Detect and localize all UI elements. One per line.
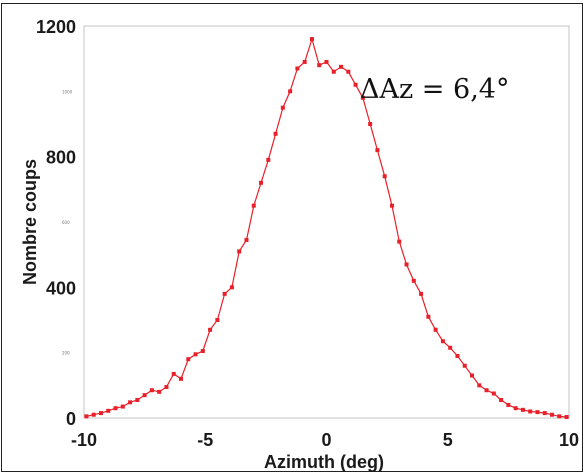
data-point (84, 414, 89, 419)
data-point (309, 37, 314, 42)
data-point (404, 262, 409, 267)
x-axis-title: Azimuth (deg) (264, 452, 384, 472)
data-point (477, 383, 482, 388)
data-point (360, 95, 365, 100)
data-point (106, 408, 111, 413)
data-point (237, 249, 242, 254)
data-point (273, 131, 278, 136)
data-point (324, 59, 329, 64)
data-point (244, 237, 249, 242)
minor-y-tick-label: 1000 (62, 89, 73, 94)
data-point (288, 89, 293, 94)
data-point (98, 411, 103, 416)
data-point (229, 285, 234, 290)
data-point (513, 406, 518, 411)
x-tick-label: -5 (197, 430, 213, 450)
data-point (331, 69, 336, 74)
data-point (200, 349, 205, 354)
y-tick-labels: 0 400 800 1200 (36, 17, 76, 429)
data-point (433, 327, 438, 332)
data-point (528, 409, 533, 414)
minor-y-tick-label: 600 (62, 220, 70, 225)
data-point (215, 318, 220, 322)
data-point (491, 391, 496, 396)
data-point (440, 339, 445, 344)
data-point (397, 239, 402, 244)
figure-border (1, 3, 583, 472)
data-point (120, 404, 125, 409)
data-point (382, 174, 387, 179)
data-point (179, 376, 183, 381)
data-point (317, 63, 322, 68)
data-point (455, 353, 460, 358)
data-point (389, 203, 394, 208)
y-tick-label: 400 (46, 278, 76, 298)
x-tick-label: 10 (559, 430, 579, 450)
data-point (149, 388, 154, 393)
data-point (470, 373, 474, 378)
x-tick-label: 0 (321, 430, 331, 450)
data-point (557, 414, 562, 419)
data-point (208, 327, 213, 332)
data-point (171, 371, 176, 376)
data-point (164, 384, 169, 389)
minor-y-tick-label: 200 (62, 351, 70, 356)
data-point (375, 148, 380, 153)
data-point (193, 352, 198, 357)
data-point (535, 410, 540, 415)
data-point (426, 314, 431, 319)
data-point (411, 278, 416, 283)
data-point (222, 291, 227, 296)
data-point (506, 402, 511, 407)
data-point (91, 412, 96, 417)
y-tick-label: 0 (66, 409, 76, 429)
plot-area (83, 25, 570, 419)
x-tick-label: 5 (443, 430, 453, 450)
data-point (353, 82, 358, 87)
data-point (157, 389, 162, 394)
data-point (339, 64, 344, 69)
data-point (484, 388, 489, 393)
data-point (448, 345, 453, 350)
data-point (419, 291, 424, 296)
data-point (142, 393, 147, 398)
data-point (499, 398, 504, 403)
data-points (84, 37, 569, 420)
data-point (259, 180, 264, 185)
x-tick-label: -10 (71, 430, 97, 450)
data-point (302, 59, 307, 64)
data-point (462, 363, 467, 368)
data-point (368, 122, 373, 126)
data-point (542, 411, 547, 416)
y-tick-label: 1200 (36, 17, 76, 37)
data-point (135, 398, 140, 403)
data-point (113, 406, 118, 411)
data-point (564, 415, 569, 420)
data-point (251, 203, 256, 208)
data-point (280, 105, 285, 110)
data-point (346, 69, 351, 74)
x-tick-labels: -10 -5 0 5 10 (71, 430, 579, 450)
data-point (266, 157, 271, 162)
y-axis-title: Nombre coups (20, 159, 40, 285)
data-point (295, 66, 300, 71)
y-tick-label: 800 (46, 148, 76, 168)
minor-y-tick-labels: 200 600 1000 (62, 89, 73, 355)
data-point (128, 400, 133, 405)
data-point (186, 357, 191, 362)
delta-azimuth-annotation: ΔAz = 6,4° (360, 74, 509, 105)
data-point (520, 407, 525, 412)
data-point (550, 412, 555, 417)
